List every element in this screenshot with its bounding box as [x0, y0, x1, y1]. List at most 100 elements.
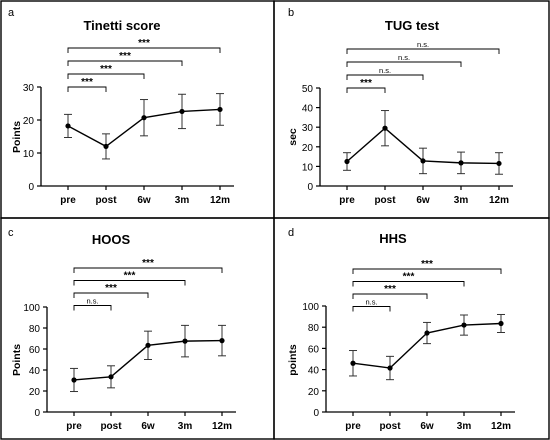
- significance-label: ***: [138, 38, 150, 49]
- y-axis-label: Points: [11, 344, 23, 376]
- significance-bracket: [352, 281, 465, 287]
- panel-letter: a: [8, 7, 15, 19]
- significance-label: ***: [360, 78, 372, 89]
- y-tick-label: 50: [302, 84, 314, 95]
- data-point: [108, 374, 114, 380]
- x-tick-label: post: [374, 195, 396, 206]
- panel-d: d HHS 0 20 40 60 80 100 points pre post 6w 3m 12m n.s.…: [287, 227, 515, 432]
- data-point: [496, 160, 502, 167]
- significance-bracket: [67, 47, 221, 53]
- data-point: [182, 338, 188, 344]
- significance-label: ***: [403, 272, 415, 283]
- significance-bracket: [352, 306, 391, 312]
- significance-label: ***: [142, 258, 154, 269]
- y-tick-label: 20: [308, 387, 320, 398]
- y-axis-label: sec: [287, 128, 299, 146]
- y-tick-label: 80: [29, 324, 41, 335]
- x-tick-label: 6w: [416, 195, 430, 206]
- data-point: [103, 143, 109, 149]
- significance-bracket: [73, 267, 223, 273]
- chart-title: HHS: [379, 231, 407, 246]
- significance-label: ***: [81, 77, 93, 88]
- significance-label: ***: [105, 283, 117, 294]
- significance-label: ***: [124, 271, 136, 282]
- y-tick-label: 0: [28, 182, 34, 193]
- y-tick-label: 40: [308, 366, 320, 377]
- x-tick-label: 12m: [210, 195, 230, 206]
- y-tick-label: 100: [23, 303, 40, 314]
- y-axis-label: points: [287, 344, 299, 376]
- significance-bracket: [73, 305, 112, 311]
- y-tick-label: 10: [23, 149, 35, 160]
- significance-bracket: [67, 73, 145, 79]
- data-point: [382, 125, 388, 131]
- x-tick-label: 3m: [457, 421, 472, 432]
- panel-letter: d: [288, 227, 294, 239]
- y-axis-label: Points: [11, 121, 23, 153]
- y-tick-label: 40: [29, 366, 41, 377]
- y-tick-label: 30: [23, 83, 35, 94]
- significance-label: ***: [119, 51, 131, 62]
- significance-bracket: [73, 280, 186, 286]
- significance-label: ***: [421, 259, 433, 270]
- data-point: [350, 360, 356, 366]
- y-tick-label: 80: [308, 323, 320, 334]
- data-point: [71, 377, 77, 383]
- chart-title: TUG test: [385, 18, 440, 33]
- y-tick-label: 60: [29, 345, 41, 356]
- significance-bracket: [67, 86, 107, 92]
- panel-letter: b: [288, 7, 294, 19]
- significance-label: ***: [100, 64, 112, 75]
- significance-bracket: [67, 60, 183, 66]
- x-tick-label: 3m: [175, 195, 190, 206]
- significance-bracket: [352, 293, 428, 299]
- x-tick-label: pre: [66, 421, 82, 432]
- x-tick-label: pre: [345, 421, 361, 432]
- x-tick-label: post: [95, 195, 117, 206]
- significance-bracket: [346, 48, 500, 54]
- panel-b: b TUG test 0 10 20 30 40 50 sec pre post 6w 3m 12m ***…: [287, 7, 513, 206]
- y-tick-label: 100: [302, 302, 319, 313]
- significance-label: n.s.: [86, 297, 98, 306]
- chart-panels: a Tinetti score 0 10 20 30 Points pre post 6w 3m 12…: [8, 7, 515, 432]
- significance-bracket: [346, 61, 462, 67]
- data-point: [179, 108, 185, 115]
- x-tick-label: pre: [60, 195, 76, 206]
- y-tick-label: 0: [313, 408, 319, 419]
- data-point: [344, 158, 350, 165]
- data-point: [461, 322, 467, 328]
- chart-title: Tinetti score: [83, 18, 160, 33]
- x-tick-label: 6w: [141, 421, 155, 432]
- x-tick-label: 12m: [212, 421, 232, 432]
- x-tick-label: 3m: [454, 195, 469, 206]
- data-point: [219, 338, 225, 344]
- x-tick-label: 6w: [420, 421, 434, 432]
- significance-label: ***: [384, 284, 396, 295]
- x-tick-label: pre: [339, 195, 355, 206]
- x-tick-label: post: [379, 421, 401, 432]
- x-tick-label: 6w: [137, 195, 151, 206]
- x-tick-label: 12m: [491, 421, 511, 432]
- data-point: [424, 330, 430, 336]
- significance-label: n.s.: [398, 53, 410, 62]
- y-tick-label: 10: [302, 162, 314, 173]
- significance-label: n.s.: [417, 40, 429, 49]
- significance-bracket: [352, 268, 502, 274]
- x-tick-label: post: [100, 421, 122, 432]
- panel-d-frame: [273, 217, 550, 440]
- data-point: [145, 342, 151, 348]
- data-point: [420, 158, 426, 164]
- significance-label: n.s.: [379, 66, 391, 75]
- data-point: [498, 320, 504, 327]
- significance-label: n.s.: [365, 298, 377, 307]
- panel-c-frame: [0, 217, 275, 440]
- data-point: [217, 106, 223, 113]
- data-point: [458, 160, 464, 166]
- data-point: [65, 123, 71, 129]
- chart-title: HOOS: [92, 232, 131, 247]
- significance-bracket: [346, 87, 386, 93]
- y-tick-label: 40: [302, 104, 314, 115]
- x-tick-label: 3m: [178, 421, 193, 432]
- panel-a: a Tinetti score 0 10 20 30 Points pre post 6w 3m 12…: [8, 7, 234, 206]
